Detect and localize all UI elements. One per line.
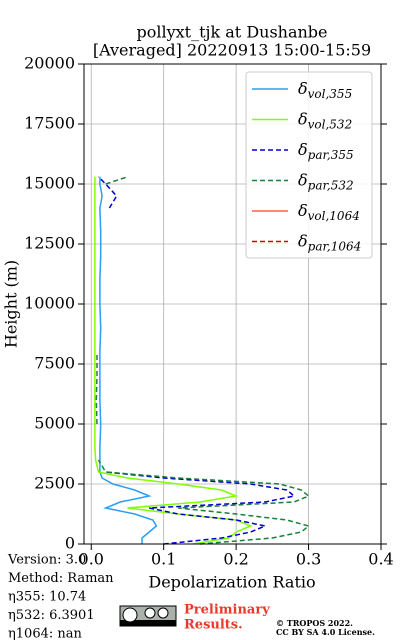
profile-line: [95, 176, 311, 545]
legend-label: δpar,355: [298, 140, 354, 162]
legend-label: δpar,532: [298, 170, 354, 192]
plot-frame: [83, 63, 382, 545]
preliminary-text: Results.: [184, 618, 243, 633]
x-tick-label: 0.2: [223, 550, 248, 569]
license-text: © TROPOS 2022.: [276, 618, 353, 628]
chart-title: pollyxt_tjk at Dushanbe: [136, 23, 327, 42]
preliminary-text: Preliminary: [184, 603, 270, 618]
license-text: CC BY SA 4.0 License.: [276, 627, 375, 637]
y-tick-label: 10000: [24, 294, 75, 313]
legend-label: δvol,355: [298, 79, 352, 101]
info-text: Method: Raman: [8, 571, 114, 586]
legend-label: δvol,1064: [298, 201, 360, 223]
info-text: η1064: nan: [8, 627, 83, 640]
profile-line: [97, 176, 296, 545]
y-tick-label: 20000: [24, 54, 75, 73]
chart-subtitle: [Averaged] 20220913 15:00-15:59: [93, 41, 371, 60]
info-text: η355: 10.74: [8, 590, 86, 605]
legend-label: δvol,532: [298, 109, 352, 131]
x-tick-label: 0.4: [368, 550, 393, 569]
x-axis-label: Depolarization Ratio: [148, 573, 315, 592]
logo: [119, 605, 177, 627]
legend: δvol,355 δvol,532 δpar,355 δpar,532 δvol,106…: [245, 71, 373, 259]
x-tick-label: 0.0: [79, 550, 104, 569]
y-tick-label: 0: [65, 534, 75, 553]
y-tick-label: 17500: [24, 114, 75, 133]
info-text: Version: 3.0: [7, 553, 86, 568]
legend-label: δpar,1064: [298, 231, 361, 253]
y-tick-label: 15000: [24, 174, 75, 193]
info-text: η532: 6.3901: [8, 608, 95, 623]
y-tick-label: 12500: [24, 234, 75, 253]
x-tick-label: 0.3: [296, 550, 321, 569]
x-tick-label: 0.1: [151, 550, 176, 569]
y-tick-label: 5000: [34, 414, 75, 433]
y-tick-label: 2500: [34, 474, 75, 493]
y-axis-label: Height (m): [2, 260, 21, 348]
profile-line: [99, 176, 158, 544]
y-tick-label: 7500: [34, 354, 75, 373]
